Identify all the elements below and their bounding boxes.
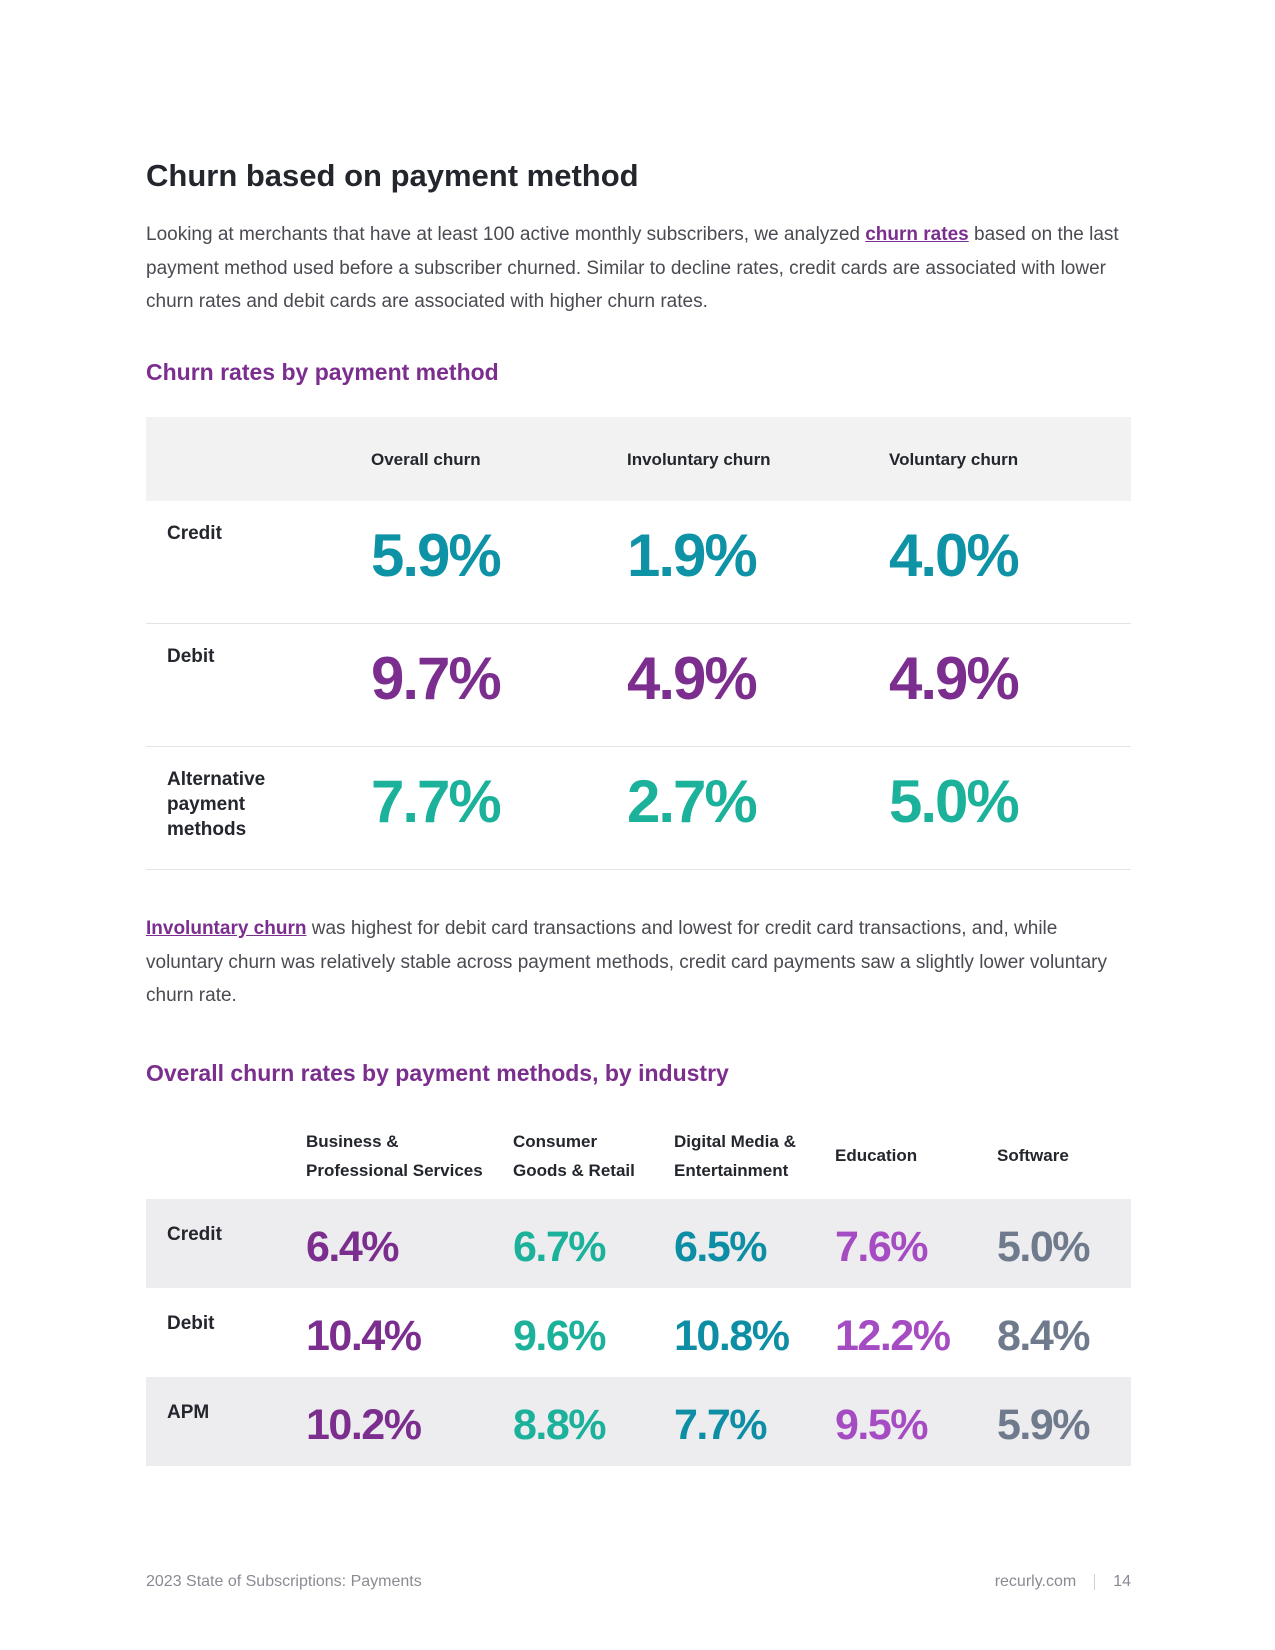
col-business-line1: Business & [306,1132,399,1151]
value-cell: 10.2% [306,1401,422,1449]
page-number: 14 [1113,1573,1131,1590]
footer-divider [1094,1573,1096,1590]
row-label-credit: Credit [167,523,222,544]
value-cell: 7.7% [674,1401,768,1449]
involuntary-churn-link[interactable]: Involuntary churn [146,918,307,939]
row-label-apm: APM [167,1402,210,1423]
value-cell: 10.8% [674,1312,790,1360]
churn-by-payment-table: Overall churn Involuntary churn Voluntar… [146,417,1131,870]
row-label-debit: Debit [167,646,215,667]
col-software: Software [997,1146,1069,1165]
table-row: Credit 5.9% 1.9% 4.0% [146,501,1131,624]
value-cell: 9.5% [835,1401,929,1449]
value-cell: 4.0% [889,522,1020,589]
value-cell: 2.7% [627,768,758,835]
col-consumer-line1: Consumer [513,1132,598,1151]
value-cell: 12.2% [835,1312,951,1360]
value-cell: 8.8% [513,1401,607,1449]
col-consumer-line2: Goods & Retail [513,1161,635,1180]
col-overall-churn: Overall churn [371,450,481,469]
value-cell: 8.4% [997,1312,1091,1360]
churn-by-industry-table: Business & Professional Services Consumer… [146,1127,1131,1466]
footer-right: recurly.com 14 [995,1573,1131,1591]
value-cell: 6.7% [513,1223,607,1271]
churn-rates-link[interactable]: churn rates [865,224,969,245]
value-cell: 5.9% [997,1401,1091,1449]
page-title: Churn based on payment method [146,158,639,193]
col-voluntary-churn: Voluntary churn [889,450,1019,469]
col-involuntary-churn: Involuntary churn [627,450,771,469]
table-row: APM 10.2% 8.8% 7.7% 9.5% 5.9% [146,1377,1131,1466]
value-cell: 10.4% [306,1312,422,1360]
value-cell: 6.5% [674,1223,768,1271]
col-digital-line2: Entertainment [674,1161,789,1180]
col-digital-media: Digital Media & Entertainment [674,1127,874,1185]
value-cell: 5.0% [997,1223,1091,1271]
col-business-line2: Professional Services [306,1161,483,1180]
table-row: Debit 9.7% 4.9% 4.9% [146,624,1131,747]
value-cell: 6.4% [306,1223,400,1271]
involuntary-text: was highest for debit card transactions … [146,918,1107,1006]
col-business: Business & Professional Services [306,1127,506,1185]
table-row: Credit 6.4% 6.7% 6.5% 7.6% 5.0% [146,1199,1131,1288]
value-cell: 9.6% [513,1312,607,1360]
value-cell: 7.7% [371,768,502,835]
footer-report-title: 2023 State of Subscriptions: Payments [146,1573,422,1590]
value-cell: 4.9% [889,645,1020,712]
involuntary-paragraph: Involuntary churn was highest for debit … [146,912,1131,1013]
col-digital-line1: Digital Media & [674,1132,796,1151]
table2-title: Overall churn rates by payment methods, … [146,1060,729,1086]
value-cell: 7.6% [835,1223,929,1271]
table1-header: Overall churn Involuntary churn Voluntar… [146,417,1131,501]
intro-text-start: Looking at merchants that have at least … [146,224,866,245]
table1-title: Churn rates by payment method [146,359,499,385]
page-footer: 2023 State of Subscriptions: Payments re… [146,1573,1131,1591]
table2-header: Business & Professional Services Consumer… [146,1127,1131,1199]
footer-site-link[interactable]: recurly.com [994,1573,1077,1590]
value-cell: 1.9% [627,522,758,589]
table-row: Alternative payment methods 7.7% 2.7% 5.… [146,747,1131,870]
intro-text-end: based on the last payment method used be… [146,224,1119,312]
value-cell: 9.7% [371,645,502,712]
value-cell: 4.9% [627,645,758,712]
table-row: Debit 10.4% 9.6% 10.8% 12.2% 8.4% [146,1288,1131,1377]
col-education: Education [835,1146,918,1165]
row-label-credit: Credit [167,1224,222,1245]
col-consumer: Consumer Goods & Retail [513,1127,713,1185]
row-label-debit: Debit [167,1313,215,1334]
value-cell: 5.0% [889,768,1020,835]
row-label-alternative: Alternative payment methods [167,769,266,840]
value-cell: 5.9% [371,522,502,589]
intro-paragraph: Looking at merchants that have at least … [146,218,1131,319]
